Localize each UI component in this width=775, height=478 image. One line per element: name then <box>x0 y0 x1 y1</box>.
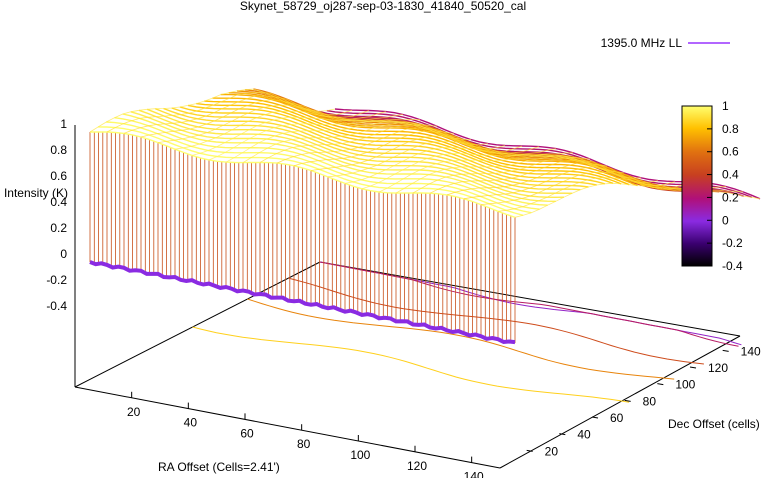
z-axis-ticks: 1 0.8 0.6 0.4 0.2 0 -0.2 -0.4 <box>46 117 67 313</box>
surface-stems <box>89 131 516 343</box>
z-tick-label: 0 <box>60 247 67 261</box>
surface-row <box>122 113 548 206</box>
surface-row <box>114 117 540 210</box>
x-tick-label: 100 <box>350 448 370 462</box>
surface-row <box>196 102 622 185</box>
surface-row <box>163 107 589 188</box>
x-axis-ticks: 20 40 60 80 100 120 140 <box>127 391 484 478</box>
y-tick-label: 60 <box>610 411 624 425</box>
surface-row <box>106 121 532 214</box>
z-tick-label: 0.2 <box>50 221 67 235</box>
z-tick-label: 0.4 <box>50 195 67 209</box>
y-tick-label: 120 <box>708 361 728 375</box>
x-tick-label: 60 <box>240 426 254 440</box>
legend-label: 1395.0 MHz LL <box>601 36 683 50</box>
y-tick-mark <box>722 349 729 352</box>
z-axis-label: Intensity (K) <box>4 186 68 200</box>
x-axis-label: RA Offset (Cells=2.41') <box>158 460 280 474</box>
surface-row <box>204 100 630 186</box>
y-tick-mark <box>591 416 599 419</box>
legend: 1395.0 MHz LL <box>601 36 730 50</box>
plot-frame <box>74 125 741 469</box>
zero-baseline <box>89 260 516 345</box>
y-axis-ticks: 20 40 60 80 100 120 140 <box>526 344 761 458</box>
y-tick-mark <box>689 366 697 369</box>
surface-row <box>130 111 556 202</box>
surface-column <box>89 88 336 133</box>
chart-title: Skynet_58729_oj287-sep-03-1830_41840_505… <box>240 0 526 13</box>
surface-mesh <box>89 88 761 218</box>
surface-row <box>98 126 524 216</box>
surface-row <box>187 104 614 184</box>
surface-row <box>212 97 638 187</box>
surface-column <box>310 135 557 171</box>
y-tick-mark <box>657 383 664 386</box>
surface-column <box>378 154 625 193</box>
x-tick-label: 20 <box>127 405 141 419</box>
y-axis-label: Dec Offset (cells) <box>668 417 760 431</box>
surface-row <box>146 108 573 194</box>
z-tick-label: 1 <box>60 117 67 131</box>
y-tick-label: 140 <box>741 344 761 358</box>
contour-line <box>192 326 630 403</box>
baseline-line <box>89 260 516 345</box>
x-tick-label: 80 <box>297 437 311 451</box>
surface-column <box>514 182 761 218</box>
x-tick-label: 140 <box>464 470 484 478</box>
contour-line <box>247 298 675 380</box>
colorbar-tick-label: 0.4 <box>722 168 739 182</box>
surface-row <box>171 107 597 186</box>
surface-column <box>429 159 676 194</box>
y-tick-label: 80 <box>643 394 657 408</box>
colorbar-tick-label: 0.8 <box>722 122 739 136</box>
x-tick-label: 120 <box>407 459 427 473</box>
surface-column <box>344 146 591 184</box>
surface-row <box>138 109 565 199</box>
surface-row <box>326 109 753 198</box>
surface-row <box>155 108 581 191</box>
colorbar-tick-label: 1 <box>722 99 729 113</box>
y-tick-mark <box>559 433 566 436</box>
y-tick-label: 40 <box>577 428 591 442</box>
surface-row <box>89 131 516 218</box>
z-tick-label: 0.6 <box>50 169 67 183</box>
surface-column <box>395 154 642 194</box>
y-tick-label: 100 <box>675 378 695 392</box>
contour-line <box>288 277 704 365</box>
colorbar-tick-label: -0.2 <box>722 236 743 250</box>
y-tick-mark <box>624 399 631 402</box>
y-tick-mark <box>526 449 533 452</box>
colorbar-tick-label: 0.2 <box>722 190 739 204</box>
x-tick-label: 40 <box>184 416 198 430</box>
colorbar-tick-label: 0.6 <box>722 145 739 159</box>
colorbar: 1 0.8 0.6 0.4 0.2 0 -0.2 -0.4 <box>681 99 743 273</box>
colorbar-ticks: 1 0.8 0.6 0.4 0.2 0 -0.2 -0.4 <box>707 99 743 273</box>
surface-column <box>412 157 659 194</box>
z-tick-label: 0.8 <box>50 143 67 157</box>
surface-row <box>179 106 605 185</box>
z-tick-label: -0.2 <box>46 273 67 287</box>
contour-line <box>319 261 739 347</box>
surface-column <box>191 116 438 156</box>
y-tick-label: 20 <box>545 444 559 458</box>
z-tick-label: -0.4 <box>46 299 67 313</box>
colorbar-gradient <box>681 105 713 267</box>
colorbar-tick-label: -0.4 <box>722 259 743 273</box>
contour-lines <box>192 261 742 403</box>
surface-column <box>327 141 574 178</box>
colorbar-tick-label: 0 <box>722 213 729 227</box>
surface-column <box>140 99 387 138</box>
